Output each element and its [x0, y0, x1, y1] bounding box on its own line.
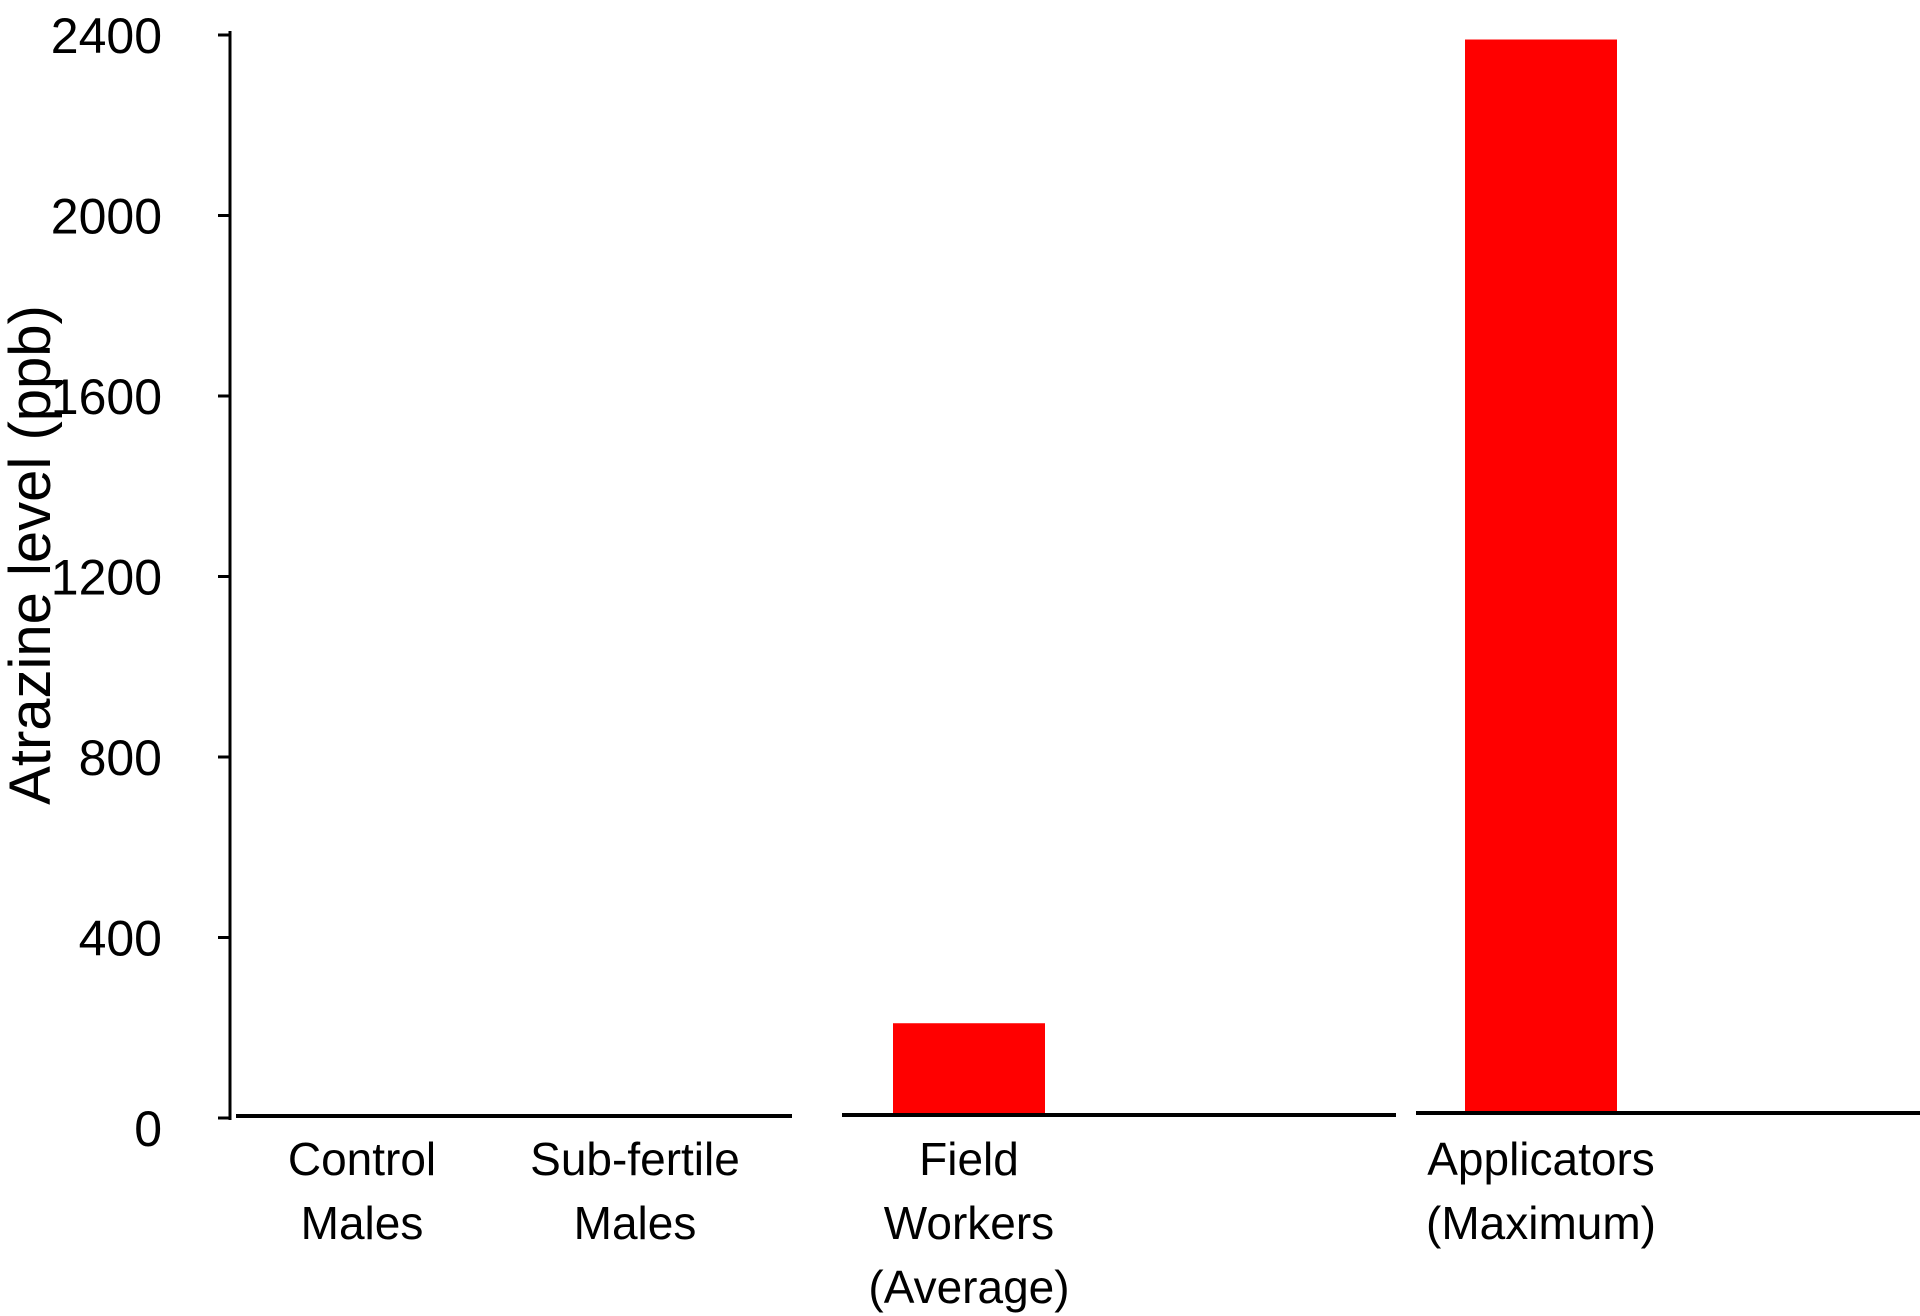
x-tick-label-line: Males [574, 1197, 697, 1249]
x-tick-label: Field Workers (Average) [868, 1133, 1069, 1313]
y-axis-label: Atrazine level (ppb) [0, 305, 63, 805]
x-tick-label-line: (Average) [868, 1261, 1069, 1313]
y-tick-label: 400 [79, 911, 162, 967]
x-tick-label-line: Sub-fertile [530, 1133, 740, 1185]
y-tick-label: 2000 [51, 189, 162, 245]
bars-layer [893, 39, 1617, 1115]
x-tick-label-line: Workers [884, 1197, 1054, 1249]
x-tick-label-line: Field [919, 1133, 1019, 1185]
y-tick-label: 800 [79, 730, 162, 786]
x-tick-label-line: Applicators [1427, 1133, 1655, 1185]
bar [1465, 39, 1617, 1115]
x-tick-label-line: (Maximum) [1426, 1197, 1656, 1249]
x-tick-label: Applicators (Maximum) [1426, 1133, 1656, 1249]
bar [893, 1023, 1045, 1114]
x-tick-label-line: Males [301, 1197, 424, 1249]
y-ticks: 0 400 800 1200 1600 2000 2400 [51, 8, 230, 1157]
x-tick-labels: Control Males Sub-fertile Males Field Workers… [288, 1133, 1656, 1313]
baseline-layer [236, 1111, 1920, 1118]
y-tick-label: 2400 [51, 8, 162, 64]
y-tick-label: 1200 [51, 550, 162, 606]
x-tick-label: Sub-fertile Males [530, 1133, 740, 1249]
y-tick-label: 1600 [51, 369, 162, 425]
y-tick-label: 0 [134, 1101, 162, 1157]
x-tick-label-line: Control [288, 1133, 436, 1185]
x-tick-label: Control Males [288, 1133, 436, 1249]
